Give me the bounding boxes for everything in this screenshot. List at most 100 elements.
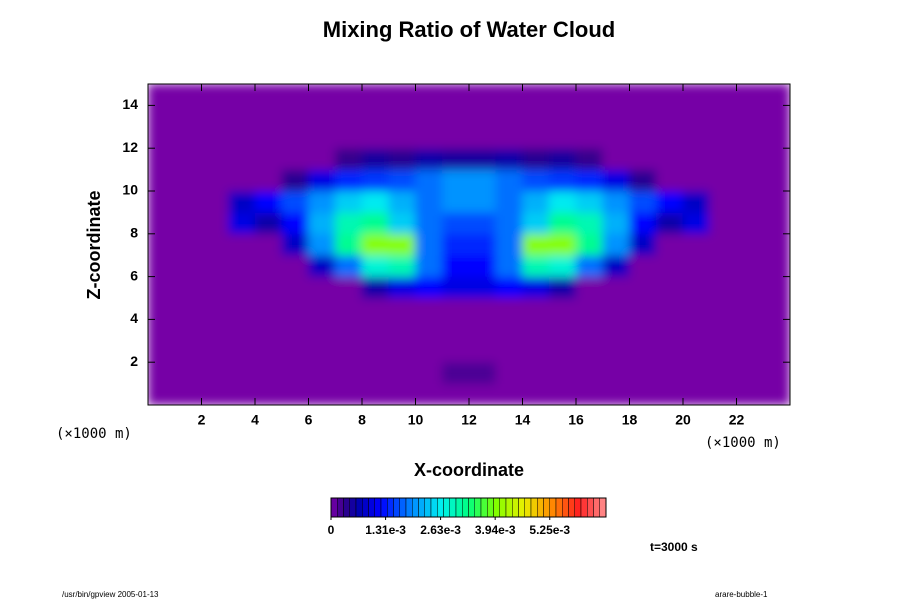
cell [388,84,416,106]
cell [709,276,737,299]
cell [629,276,657,299]
cell [201,361,229,384]
cell [227,169,256,192]
cell [334,297,363,320]
cell [548,105,577,128]
cell [148,126,176,149]
cell [334,169,363,192]
cell [655,126,684,149]
cell [495,319,523,342]
cell [709,361,737,384]
time-label: t=3000 s [650,540,698,554]
cell [254,340,283,363]
cell [308,340,336,363]
colorbar-segment [437,497,444,518]
cell [441,126,470,149]
cell [388,297,416,320]
cell [736,319,764,342]
cell [281,340,309,363]
cell [762,84,790,106]
cell [495,126,523,149]
cell [655,297,684,320]
cell [201,169,229,192]
cell [495,212,523,235]
cell [655,147,684,170]
y-tick-label: 2 [130,353,138,369]
colorbar-segment [480,497,488,518]
colorbar-frame [330,497,607,518]
cell [227,126,256,149]
cell [468,169,497,192]
cell [629,190,657,213]
cell [415,84,443,106]
colorbar-segment [455,497,463,518]
cell [334,212,363,235]
colorbar-segment [424,497,432,518]
cell [148,147,176,170]
cell [682,297,711,320]
cell [575,126,604,149]
cell [655,254,684,277]
cell [148,254,176,277]
cell [655,105,684,128]
cell [709,297,737,320]
cell [308,84,336,106]
cell [148,383,176,405]
cell [441,319,470,342]
cell [602,84,630,106]
cell [762,383,790,405]
cell [548,361,577,384]
cell [495,105,523,128]
colorbar-segment [562,497,569,518]
cell [254,319,283,342]
x-axis-label: X-coordinate [414,460,524,480]
cell [522,169,550,192]
cell [254,212,283,235]
cell [762,212,790,235]
cell [709,84,737,106]
x-tick-label: 6 [305,412,313,428]
cell [575,254,604,277]
cell [308,361,336,384]
cell [629,147,657,170]
colorbar-segment [349,497,357,518]
colorbar-segment [530,497,538,518]
cell [495,190,523,213]
cell [495,233,523,256]
cell [334,233,363,256]
cell [281,126,309,149]
cell [629,361,657,384]
cell [762,361,790,384]
cell [388,233,416,256]
cell [201,297,229,320]
cell [495,254,523,277]
cell [201,233,229,256]
cell [548,212,577,235]
y-tick-label: 6 [130,267,138,283]
x-tick-label: 20 [675,412,691,428]
cell [762,276,790,299]
cell [468,105,497,128]
cell [415,297,443,320]
cell [522,105,550,128]
cell [415,254,443,277]
cell [575,383,604,405]
cell [388,361,416,384]
cell [441,297,470,320]
cell [334,276,363,299]
cell [441,383,470,405]
cell [709,126,737,149]
cell [736,147,764,170]
colorbar-segment [355,497,363,518]
colorbar-segment [387,497,394,518]
cell [602,212,630,235]
cell [334,126,363,149]
cell [602,297,630,320]
cell [468,190,497,213]
cell [227,319,256,342]
colorbar-segment [474,497,482,518]
cell [201,276,229,299]
x-tick-label: 12 [461,412,477,428]
cell [361,297,390,320]
cell [629,340,657,363]
